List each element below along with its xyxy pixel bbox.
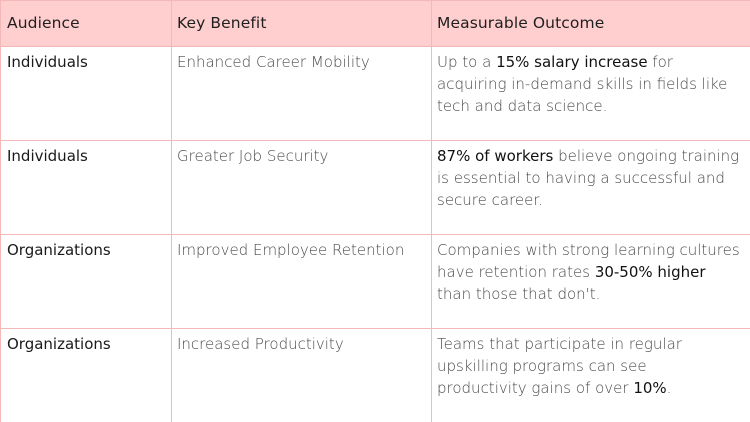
outcome-highlight: 15% salary increase	[496, 53, 648, 71]
benefit-cell: Enhanced Career Mobility	[171, 46, 432, 141]
table-row: Organizations Improved Employee Retentio…	[0, 234, 750, 329]
outcome-highlight: 30-50% higher	[594, 263, 706, 281]
header-measurable-outcome: Measurable Outcome	[431, 0, 750, 47]
header-audience: Audience	[0, 0, 172, 47]
table-header: Audience Key Benefit Measurable Outcome	[0, 0, 750, 47]
outcome-text: Up to a	[437, 53, 497, 71]
outcome-text: .	[666, 379, 672, 397]
table-row: Individuals Enhanced Career Mobility Up …	[0, 46, 750, 141]
table-row: Organizations Increased Productivity Tea…	[0, 328, 750, 422]
header-row: Audience Key Benefit Measurable Outcome	[0, 0, 750, 47]
audience-cell: Organizations	[0, 234, 172, 329]
benefit-cell: Improved Employee Retention	[171, 234, 432, 329]
outcome-highlight: 87% of workers	[437, 147, 554, 165]
audience-cell: Individuals	[0, 140, 172, 235]
outcome-cell: Companies with strong learning cultures …	[431, 234, 750, 329]
outcome-text: Companies with strong learning cultures …	[437, 241, 740, 281]
outcome-text: Teams that participate in regular upskil…	[437, 335, 682, 397]
table-row: Individuals Greater Job Security 87% of …	[0, 140, 750, 235]
outcome-cell: Up to a 15% salary increase for acquirin…	[431, 46, 750, 141]
table-body: Individuals Enhanced Career Mobility Up …	[0, 46, 750, 422]
outcome-cell: Teams that participate in regular upskil…	[431, 328, 750, 422]
audience-cell: Individuals	[0, 46, 172, 141]
outcome-highlight: 10%	[633, 379, 667, 397]
header-key-benefit: Key Benefit	[171, 0, 432, 47]
outcome-text: for acquiring in-demand skills in fields…	[437, 53, 728, 115]
outcome-cell: 87% of workers believe ongoing training …	[431, 140, 750, 235]
outcome-text: than those that don't.	[437, 285, 601, 303]
audience-cell: Organizations	[0, 328, 172, 422]
outcome-text: believe ongoing training is essential to…	[437, 147, 740, 209]
benefit-cell: Greater Job Security	[171, 140, 432, 235]
benefit-cell: Increased Productivity	[171, 328, 432, 422]
